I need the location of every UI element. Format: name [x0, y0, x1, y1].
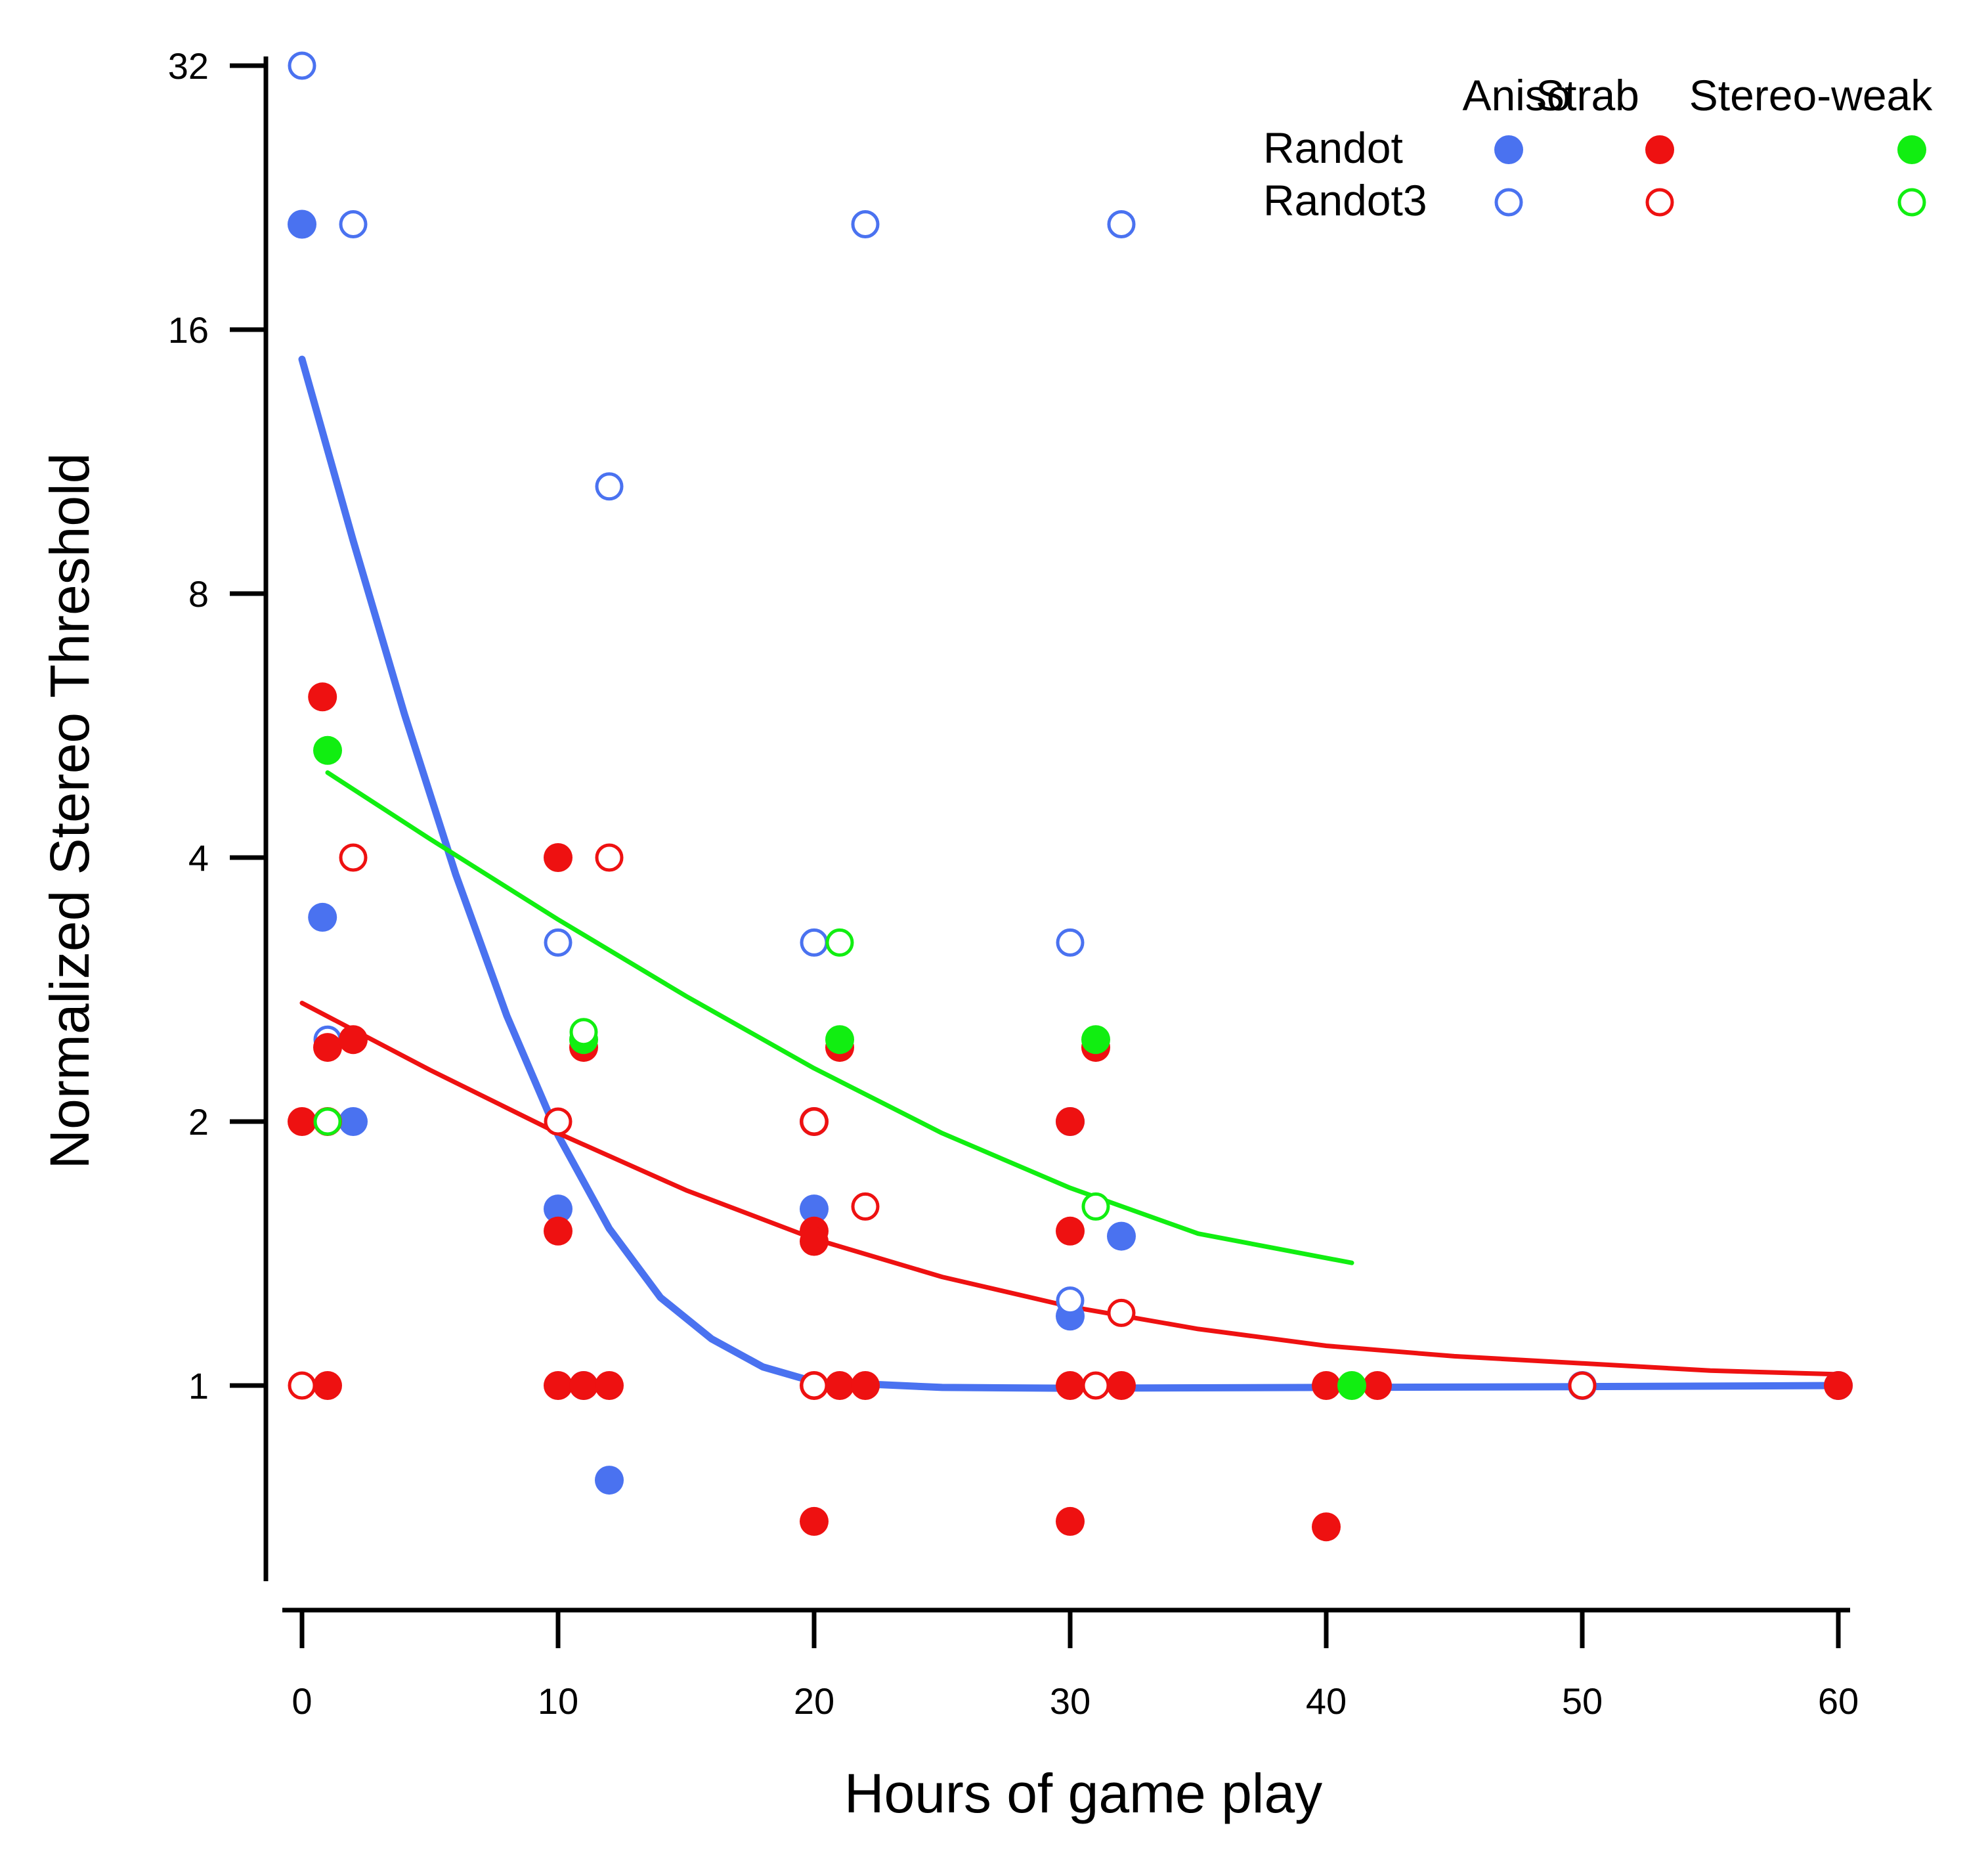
point-strab-randot	[1312, 1371, 1341, 1400]
point-aniso-randot3	[595, 472, 624, 501]
point-stereo-weak-randot	[825, 1025, 854, 1055]
point-strab-randot	[1056, 1506, 1085, 1536]
point-strab-randot3	[1568, 1371, 1597, 1400]
legend-marker-stereo-weak-randot	[1897, 135, 1926, 164]
point-strab-randot	[288, 1107, 316, 1136]
legend-col-stereo-weak: Stereo-weak	[1689, 71, 1934, 120]
point-aniso-randot	[339, 1107, 368, 1136]
x-tick-label: 30	[1050, 1680, 1091, 1722]
x-tick-label: 50	[1562, 1680, 1603, 1722]
point-strab-randot	[1363, 1371, 1392, 1400]
point-aniso-randot3	[1107, 210, 1136, 238]
point-strab-randot	[1056, 1107, 1085, 1136]
y-tick-label: 4	[188, 837, 209, 879]
point-stereo-weak-randot3	[313, 1107, 342, 1136]
y-ticks: 1 2 4 8 16 32	[168, 45, 266, 1407]
legend-marker-stereo-weak-randot3	[1897, 188, 1926, 217]
point-strab-randot	[1056, 1216, 1085, 1246]
x-tick-label: 10	[538, 1680, 578, 1722]
point-strab-randot	[825, 1371, 854, 1400]
point-strab-randot	[595, 1371, 624, 1400]
point-aniso-randot	[595, 1466, 624, 1495]
point-stereo-weak-randot3	[1081, 1192, 1110, 1221]
point-aniso-randot	[288, 209, 316, 239]
point-strab-randot	[569, 1371, 598, 1400]
legend-marker-aniso-randot	[1494, 135, 1523, 164]
y-tick-label: 16	[168, 309, 209, 351]
point-strab-randot	[1824, 1371, 1853, 1400]
point-aniso-randot3	[1056, 1286, 1085, 1315]
point-strab-randot3	[851, 1192, 880, 1221]
axes	[263, 56, 1850, 1613]
point-strab-randot3	[800, 1107, 829, 1136]
point-aniso-randot3	[851, 210, 880, 238]
point-aniso-randot	[800, 1194, 829, 1224]
legend-marker-strab-randot	[1645, 135, 1674, 164]
point-strab-randot	[313, 1033, 342, 1062]
point-strab-randot3	[288, 1371, 316, 1400]
legend-row-randot: Randot	[1263, 123, 1403, 172]
point-strab-randot	[308, 682, 337, 712]
point-strab-randot	[544, 1371, 573, 1400]
y-axis-title: Normalized Stereo Threshold	[39, 453, 100, 1169]
data-points	[288, 51, 1853, 1542]
point-strab-randot	[339, 1025, 368, 1055]
point-aniso-randot3	[1056, 928, 1085, 957]
point-stereo-weak-randot3	[825, 928, 854, 957]
point-strab-randot	[544, 843, 573, 872]
x-tick-label: 40	[1306, 1680, 1347, 1722]
point-strab-randot3	[339, 843, 368, 872]
legend-col-aniso: Aniso	[1462, 71, 1570, 120]
point-strab-randot3	[1081, 1371, 1110, 1400]
point-strab-randot	[800, 1227, 829, 1256]
x-tick-label: 60	[1818, 1680, 1859, 1722]
point-aniso-randot3	[800, 928, 829, 957]
legend-marker-strab-randot3	[1645, 188, 1674, 217]
y-tick-label: 2	[188, 1101, 209, 1143]
x-tick-label: 0	[292, 1680, 312, 1722]
point-aniso-randot	[308, 902, 337, 932]
point-stereo-weak-randot	[1337, 1371, 1366, 1400]
point-strab-randot	[1107, 1371, 1136, 1400]
y-tick-label: 1	[188, 1365, 209, 1407]
point-strab-randot	[800, 1506, 829, 1536]
point-strab-randot	[544, 1216, 573, 1246]
y-tick-label: 8	[188, 573, 209, 615]
point-strab-randot	[313, 1371, 342, 1400]
legend-col-strab: Strab	[1536, 71, 1639, 120]
point-strab-randot3	[544, 1107, 573, 1136]
legend-markers	[1494, 135, 1926, 217]
point-aniso-randot3	[339, 210, 368, 238]
point-stereo-weak-randot3	[569, 1018, 598, 1047]
point-strab-randot3	[595, 843, 624, 872]
point-strab-randot	[851, 1371, 880, 1400]
legend-row-randot3: Randot3	[1263, 176, 1427, 225]
point-strab-randot	[1312, 1512, 1341, 1542]
point-strab-randot3	[800, 1371, 829, 1400]
point-strab-randot3	[1107, 1298, 1136, 1327]
x-ticks: 0 10 20 30 40 50 60	[292, 1610, 1859, 1722]
point-stereo-weak-randot	[313, 735, 342, 765]
point-aniso-randot3	[544, 928, 573, 957]
x-axis-title: Hours of game play	[844, 1762, 1322, 1824]
point-aniso-randot	[1107, 1221, 1136, 1251]
fit-line-aniso	[298, 355, 1842, 1392]
point-strab-randot	[1056, 1371, 1085, 1400]
fit-line-stereo-weak	[325, 770, 1354, 1265]
legend: Aniso Strab Stereo-weak Randot Randot3	[1263, 71, 1933, 225]
point-aniso-randot3	[288, 51, 316, 80]
y-tick-label: 32	[168, 45, 209, 87]
legend-marker-aniso-randot3	[1494, 188, 1523, 217]
point-aniso-randot	[544, 1194, 573, 1224]
x-tick-label: 20	[794, 1680, 834, 1722]
point-stereo-weak-randot	[1081, 1025, 1110, 1055]
